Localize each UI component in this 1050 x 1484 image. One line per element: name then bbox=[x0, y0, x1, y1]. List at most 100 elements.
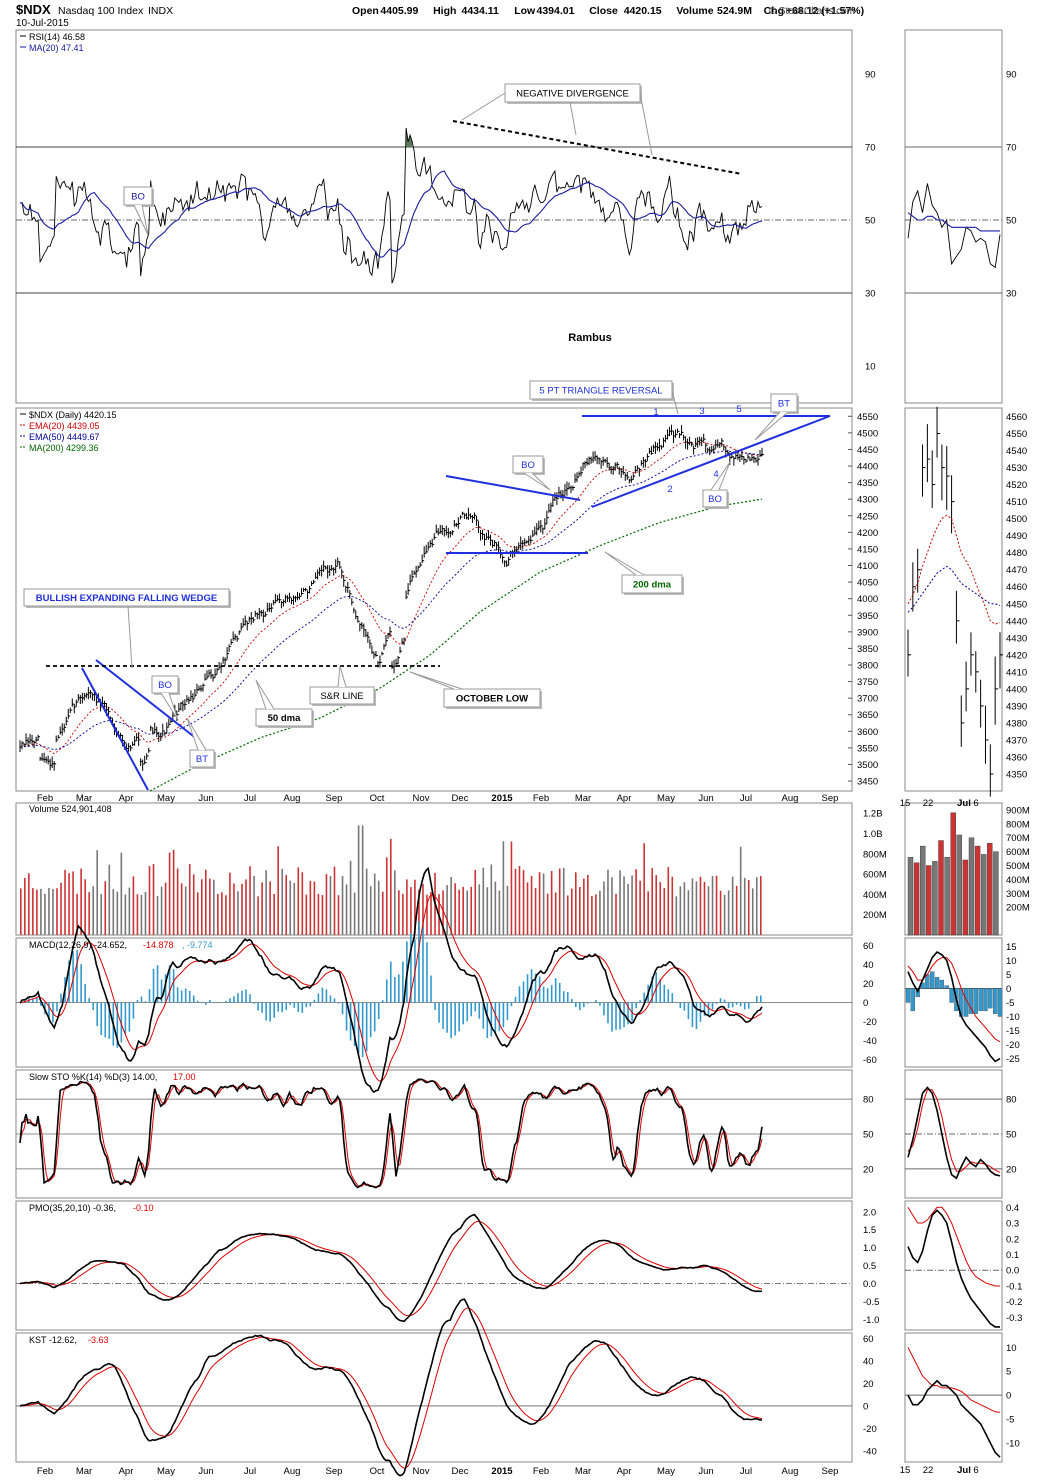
author-label: Rambus bbox=[568, 332, 611, 344]
month-label: Nov bbox=[413, 793, 430, 804]
macd-histogram-bar bbox=[176, 987, 179, 1003]
volume-tick-label: 200M bbox=[863, 910, 887, 921]
callout-pointer bbox=[671, 389, 679, 415]
volume-bar bbox=[450, 877, 452, 935]
macd-histogram-bar bbox=[711, 1002, 714, 1010]
volume-bar bbox=[410, 887, 412, 935]
zoom-macd-hist bbox=[997, 988, 1003, 1017]
macd-histogram-bar bbox=[518, 986, 521, 1003]
macd-histogram-bar bbox=[345, 1002, 348, 1031]
macd-histogram-bar bbox=[639, 1000, 641, 1003]
volume-bar bbox=[534, 888, 537, 935]
zoom-volume-bar bbox=[932, 861, 938, 936]
zoom-kst-tick: 10 bbox=[1006, 1343, 1017, 1354]
zoom-rsi-tick: 50 bbox=[1006, 216, 1017, 227]
volume-bar bbox=[723, 894, 726, 935]
zoom-kst-tick: -10 bbox=[1006, 1438, 1020, 1449]
macd-histogram-bar bbox=[454, 1002, 456, 1036]
volume-bar bbox=[414, 879, 416, 935]
zoom-pmo-tick: 0.2 bbox=[1006, 1234, 1019, 1245]
macd-histogram-bar bbox=[538, 976, 541, 1003]
volume-tick-label: 1.0B bbox=[863, 829, 883, 840]
volume-bar bbox=[100, 894, 103, 935]
macd-histogram-bar bbox=[204, 1002, 207, 1005]
quote-field: +68.12 (+1.57%) bbox=[786, 5, 864, 17]
volume-bar bbox=[562, 867, 565, 935]
price-tick-label: 4250 bbox=[857, 511, 878, 522]
rsi-line bbox=[19, 127, 763, 284]
triangle-point-label: 2 bbox=[667, 484, 672, 495]
volume-bar bbox=[735, 885, 738, 935]
volume-bar bbox=[84, 879, 86, 935]
volume-bar bbox=[611, 877, 613, 935]
macd-histogram-bar bbox=[607, 1002, 609, 1024]
zoom-price-tick: 4460 bbox=[1006, 582, 1027, 593]
watermark: © StockCharts.com bbox=[769, 6, 855, 17]
macd-histogram-bar bbox=[759, 995, 762, 1003]
zoom-rsi-ma bbox=[907, 212, 1000, 232]
bottom-month-label: Dec bbox=[452, 1466, 469, 1477]
macd-tick-label: 20 bbox=[863, 979, 874, 990]
kst-line bbox=[19, 1298, 763, 1477]
triangle-point-label: 1 bbox=[653, 407, 658, 418]
zoom-price-tick: 4530 bbox=[1006, 463, 1027, 474]
macd-histogram-bar bbox=[297, 1002, 300, 1012]
macd-histogram-bar bbox=[124, 1002, 127, 1034]
quote-field: Low bbox=[514, 5, 536, 17]
volume-bar bbox=[675, 896, 678, 935]
zoom-ema20 bbox=[907, 514, 1001, 625]
macd-histogram-bar bbox=[695, 1002, 698, 1030]
zoom-x-tick: 22 bbox=[923, 1465, 934, 1476]
macd-histogram-bar bbox=[667, 989, 670, 1003]
volume-bar bbox=[389, 838, 392, 935]
volume-bar bbox=[337, 895, 340, 935]
pmo-tick-label: 0.5 bbox=[863, 1261, 876, 1272]
volume-bar bbox=[619, 870, 621, 935]
zoom-x-tick: 6 bbox=[973, 798, 978, 809]
bottom-month-label: Sep bbox=[326, 1466, 343, 1477]
zoom-macd-hist bbox=[983, 988, 988, 1012]
volume-bar bbox=[663, 887, 666, 935]
volume-bar bbox=[265, 870, 267, 935]
kst-tick-label: 0 bbox=[863, 1401, 868, 1412]
volume-bar bbox=[522, 870, 525, 935]
macd-histogram-bar bbox=[253, 1002, 255, 1004]
wedge-line-lower bbox=[81, 667, 149, 791]
price-tick-label: 3600 bbox=[857, 727, 878, 738]
volume-bar bbox=[56, 888, 58, 935]
volume-bar bbox=[116, 891, 119, 935]
price-tick-label: 3850 bbox=[857, 644, 878, 655]
month-label: Sep bbox=[326, 793, 343, 804]
macd-histogram-bar bbox=[180, 990, 183, 1003]
zoom-price-tick: 4410 bbox=[1006, 667, 1027, 678]
volume-bar bbox=[96, 850, 99, 935]
month-label: Feb bbox=[37, 793, 53, 804]
price-tick-label: 4350 bbox=[857, 478, 878, 489]
pmo-tick-label: 2.0 bbox=[863, 1207, 876, 1218]
annotation-callout: 50 dma bbox=[255, 679, 314, 728]
callout-text: BO bbox=[708, 494, 722, 505]
volume-bar bbox=[148, 866, 151, 935]
zoom-macd-hist bbox=[939, 979, 945, 989]
volume-bar bbox=[651, 868, 654, 935]
callout-box bbox=[621, 574, 683, 594]
macd-histogram-bar bbox=[418, 921, 420, 1003]
volume-bar bbox=[462, 886, 464, 935]
bottom-month-label: 2015 bbox=[491, 1466, 513, 1477]
macd-histogram-bar bbox=[92, 1002, 94, 1010]
panel-frame-rsi bbox=[15, 29, 853, 404]
zoom-volume-bar bbox=[926, 865, 932, 936]
macd-legend-entry: , -9.774 bbox=[182, 940, 213, 950]
macd-histogram-bar bbox=[56, 1002, 58, 1012]
volume-bar bbox=[615, 893, 617, 935]
macd-histogram-bar bbox=[506, 1002, 509, 1021]
price-tick-label: 4400 bbox=[857, 462, 878, 473]
macd-histogram-bar bbox=[398, 974, 400, 1003]
sto-legend-entry: Slow STO %K(14) %D(3) 14.00, bbox=[29, 1072, 157, 1082]
zoom-pmo-tick: -0.1 bbox=[1006, 1281, 1022, 1292]
macd-histogram-bar bbox=[599, 1002, 601, 1006]
rsi-tick-label: 50 bbox=[865, 216, 876, 227]
ema50-line bbox=[19, 450, 763, 751]
annotation-callout: BO bbox=[151, 675, 180, 721]
